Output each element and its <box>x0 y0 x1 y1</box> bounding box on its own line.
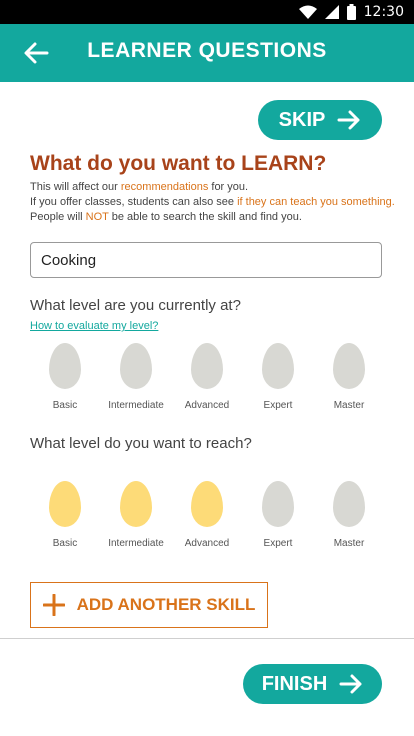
evaluate-level-link[interactable]: How to evaluate my level? <box>30 320 159 332</box>
divider <box>0 638 414 639</box>
app-bar: LEARNER QUESTIONS <box>0 24 414 82</box>
level-label: Basic <box>52 400 78 411</box>
current-level-selector: Basic Intermediate Advanced Expert Maste… <box>30 343 384 411</box>
egg-icon <box>49 481 81 527</box>
target-level-basic[interactable]: Basic <box>30 481 100 549</box>
add-another-skill-button[interactable]: ADD ANOTHER SKILL <box>30 582 268 628</box>
learn-description: This will affect our recommendations for… <box>30 180 402 225</box>
desc-line-2-a: If you offer classes, students can also … <box>30 196 238 208</box>
level-label: Basic <box>52 538 78 549</box>
current-level-basic[interactable]: Basic <box>30 343 100 411</box>
level-label: Master <box>333 538 365 549</box>
egg-icon <box>120 343 152 389</box>
current-level-master[interactable]: Master <box>314 343 384 411</box>
skill-input[interactable] <box>30 242 382 278</box>
desc-line-2-highlight: if they can teach you something. <box>237 196 395 208</box>
finish-label: FINISH <box>261 672 328 695</box>
level-label: Advanced <box>184 400 230 411</box>
target-level-advanced[interactable]: Advanced <box>172 481 242 549</box>
signal-icon <box>324 5 339 19</box>
skip-label: SKIP <box>278 108 326 131</box>
current-level-question: What level are you currently at? <box>30 297 241 314</box>
target-level-expert[interactable]: Expert <box>243 481 313 549</box>
skip-button[interactable]: SKIP <box>258 100 382 140</box>
status-bar: 12:30 <box>0 0 414 24</box>
level-label: Expert <box>263 400 293 411</box>
egg-icon <box>191 481 223 527</box>
desc-line-3-a: People will <box>30 211 86 223</box>
target-level-selector: Basic Intermediate Advanced Expert Maste… <box>30 481 384 549</box>
page-title: LEARNER QUESTIONS <box>87 39 327 62</box>
desc-line-2: If you offer classes, students can also … <box>30 195 402 210</box>
desc-line-1-c: for you. <box>208 181 249 193</box>
egg-icon <box>262 343 294 389</box>
learn-heading: What do you want to LEARN? <box>30 152 327 175</box>
arrow-left-icon[interactable] <box>22 39 50 67</box>
plus-icon <box>42 594 65 616</box>
wifi-icon <box>298 5 317 19</box>
egg-icon <box>49 343 81 389</box>
current-level-intermediate[interactable]: Intermediate <box>101 343 171 411</box>
desc-line-3-c: be able to search the skill and find you… <box>108 211 302 223</box>
level-label: Master <box>333 400 365 411</box>
arrow-right-icon <box>337 110 360 130</box>
desc-line-1-a: This will affect our <box>30 181 121 193</box>
level-label: Intermediate <box>108 538 164 549</box>
current-level-expert[interactable]: Expert <box>243 343 313 411</box>
finish-button[interactable]: FINISH <box>243 664 382 704</box>
target-level-master[interactable]: Master <box>314 481 384 549</box>
egg-icon <box>333 481 365 527</box>
current-level-advanced[interactable]: Advanced <box>172 343 242 411</box>
battery-icon <box>346 4 356 20</box>
egg-icon <box>120 481 152 527</box>
status-time: 12:30 <box>363 4 404 20</box>
desc-line-3-highlight: NOT <box>85 211 109 223</box>
arrow-right-icon <box>339 674 362 694</box>
desc-line-3: People will NOT be able to search the sk… <box>30 210 402 225</box>
target-level-question: What level do you want to reach? <box>30 435 252 452</box>
status-icons: 12:30 <box>298 3 404 21</box>
level-label: Advanced <box>184 538 230 549</box>
target-level-intermediate[interactable]: Intermediate <box>101 481 171 549</box>
egg-icon <box>191 343 223 389</box>
desc-line-1: This will affect our recommendations for… <box>30 180 402 195</box>
add-skill-label: ADD ANOTHER SKILL <box>76 595 256 614</box>
level-label: Intermediate <box>108 400 164 411</box>
egg-icon <box>262 481 294 527</box>
level-label: Expert <box>263 538 293 549</box>
desc-line-1-highlight: recommendations <box>120 181 209 193</box>
egg-icon <box>333 343 365 389</box>
